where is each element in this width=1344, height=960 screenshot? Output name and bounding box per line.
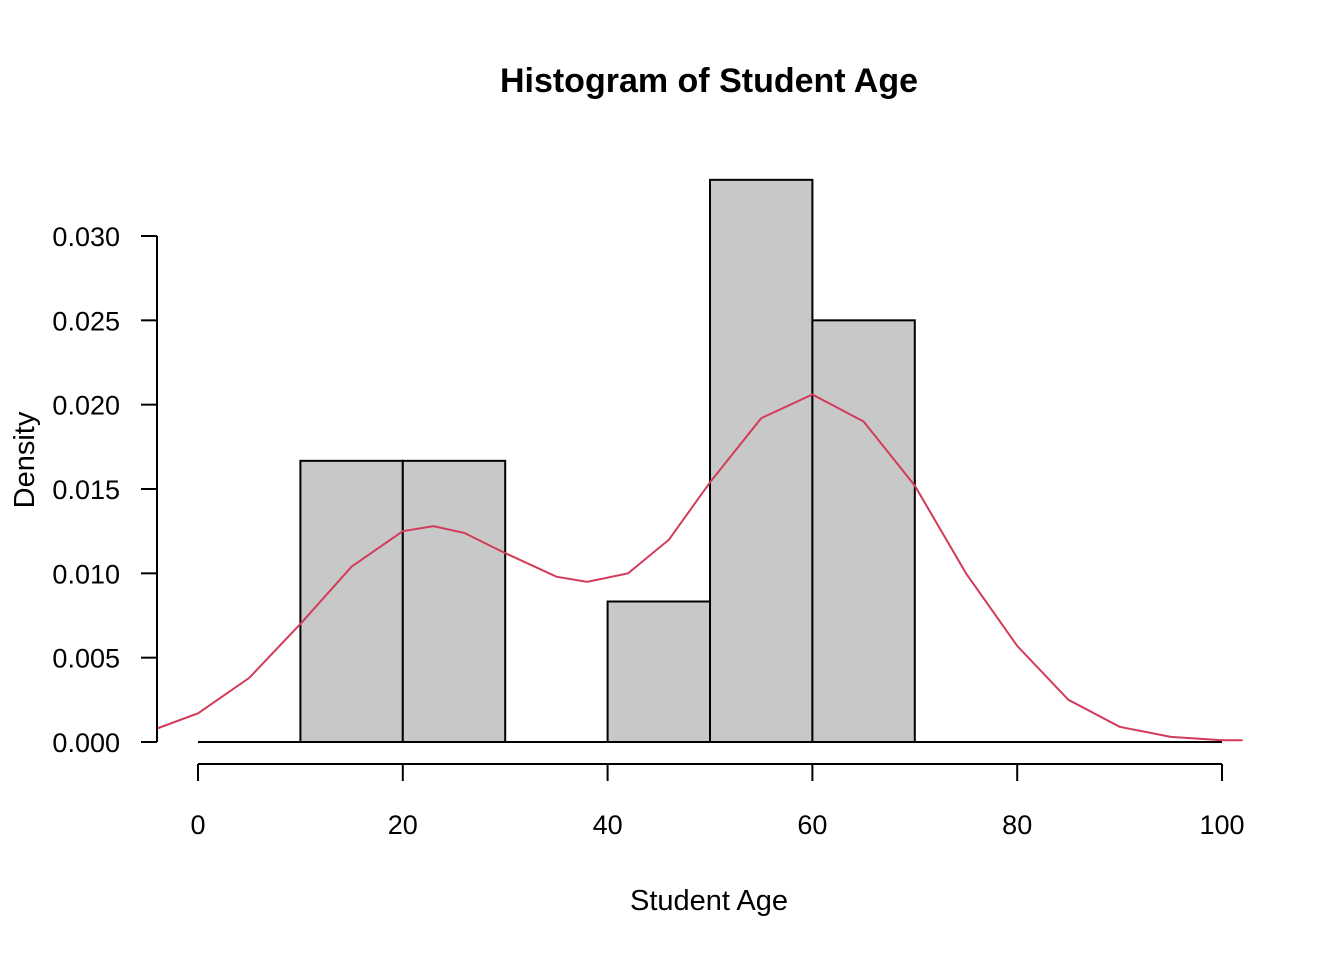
- y-tick-label: 0.010: [52, 559, 120, 589]
- y-tick-label: 0.030: [52, 222, 120, 252]
- y-tick-label: 0.000: [52, 728, 120, 758]
- x-axis-label: Student Age: [630, 885, 788, 917]
- y-axis: 0.000 0.005 0.010 0.015 0.020 0.025 0.030: [52, 222, 158, 758]
- y-tick-label: 0.015: [52, 475, 120, 505]
- histogram-bar: [709, 178, 814, 744]
- x-tick-label: 40: [593, 810, 623, 840]
- x-tick-label: 100: [1199, 810, 1244, 840]
- histogram-bar: [401, 459, 507, 743]
- histogram-bars: [198, 178, 1222, 744]
- y-tick-label: 0.025: [52, 306, 120, 336]
- density-curve-group: [156, 393, 1243, 742]
- histogram-bar: [606, 600, 711, 743]
- x-tick-label: 80: [1002, 810, 1032, 840]
- histogram-bar: [299, 459, 404, 743]
- y-tick-label: 0.005: [52, 644, 120, 674]
- chart-title: Histogram of Student Age: [500, 62, 918, 100]
- y-axis-label: Density: [9, 411, 41, 508]
- x-axis: 0 20 40 60 80 100: [190, 763, 1245, 840]
- x-tick-label: 60: [797, 810, 827, 840]
- x-tick-label: 20: [388, 810, 418, 840]
- density-curve: [156, 393, 1243, 742]
- y-tick-label: 0.020: [52, 391, 120, 421]
- histogram-bar: [811, 319, 916, 743]
- x-tick-label: 0: [190, 810, 205, 840]
